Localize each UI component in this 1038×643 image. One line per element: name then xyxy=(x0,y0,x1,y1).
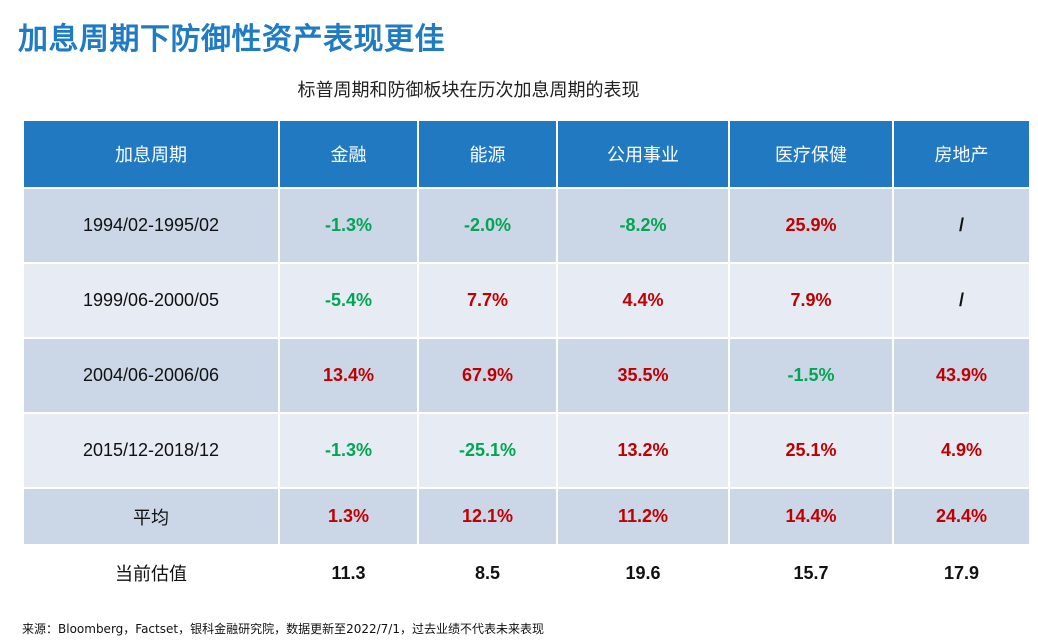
table-cell: 19.6 xyxy=(556,544,730,602)
table-cell: 12.1% xyxy=(417,487,558,546)
valuation-row: 当前估值 11.3 8.5 19.6 15.7 17.9 xyxy=(22,544,1031,602)
table-cell: / xyxy=(892,262,1031,339)
table-cell: 25.9% xyxy=(728,187,894,264)
header-energy: 能源 xyxy=(417,119,558,189)
row-label: 平均 xyxy=(22,487,280,546)
header-rate-cycle: 加息周期 xyxy=(22,119,280,189)
row-label: 当前估值 xyxy=(22,544,280,602)
table-cell: 11.2% xyxy=(556,487,730,546)
table-cell: 43.9% xyxy=(892,337,1031,414)
table-cell: -5.4% xyxy=(278,262,419,339)
table-cell: -8.2% xyxy=(556,187,730,264)
table-cell: -1.3% xyxy=(278,412,419,489)
source-note: 来源：Bloomberg，Factset，银科金融研究院，数据更新至2022/7… xyxy=(22,622,544,636)
table-cell: 35.5% xyxy=(556,337,730,414)
row-label: 2004/06-2006/06 xyxy=(22,337,280,414)
header-healthcare: 医疗保健 xyxy=(728,119,894,189)
average-row: 平均 1.3% 12.1% 11.2% 14.4% 24.4% xyxy=(22,487,1031,546)
performance-table: 加息周期 金融 能源 公用事业 医疗保健 房地产 1994/02-1995/02… xyxy=(22,119,1031,602)
table-cell: 7.9% xyxy=(728,262,894,339)
table-row: 2004/06-2006/06 13.4% 67.9% 35.5% -1.5% … xyxy=(22,337,1031,414)
row-label: 1994/02-1995/02 xyxy=(22,187,280,264)
table-row: 1994/02-1995/02 -1.3% -2.0% -8.2% 25.9% … xyxy=(22,187,1031,264)
table-cell: 1.3% xyxy=(278,487,419,546)
table-cell: 4.4% xyxy=(556,262,730,339)
table-cell: 13.4% xyxy=(278,337,419,414)
table-cell: 15.7 xyxy=(728,544,894,602)
table-caption: 标普周期和防御板块在历次加息周期的表现 xyxy=(297,80,640,101)
table-cell: 24.4% xyxy=(892,487,1031,546)
header-real-estate: 房地产 xyxy=(892,119,1031,189)
table-header-row: 加息周期 金融 能源 公用事业 医疗保健 房地产 xyxy=(22,119,1031,189)
row-label: 2015/12-2018/12 xyxy=(22,412,280,489)
slide-title: 加息周期下防御性资产表现更佳 xyxy=(18,22,445,57)
table-cell: 11.3 xyxy=(278,544,419,602)
table-cell: 14.4% xyxy=(728,487,894,546)
table-cell: / xyxy=(892,187,1031,264)
table-cell: 17.9 xyxy=(892,544,1031,602)
table-cell: 13.2% xyxy=(556,412,730,489)
table-cell: 25.1% xyxy=(728,412,894,489)
header-financials: 金融 xyxy=(278,119,419,189)
table-row: 2015/12-2018/12 -1.3% -25.1% 13.2% 25.1%… xyxy=(22,412,1031,489)
table-cell: -25.1% xyxy=(417,412,558,489)
row-label: 1999/06-2000/05 xyxy=(22,262,280,339)
table-row: 1999/06-2000/05 -5.4% 7.7% 4.4% 7.9% / xyxy=(22,262,1031,339)
table-cell: -1.3% xyxy=(278,187,419,264)
header-utilities: 公用事业 xyxy=(556,119,730,189)
table-cell: 7.7% xyxy=(417,262,558,339)
table-cell: 67.9% xyxy=(417,337,558,414)
table-cell: -2.0% xyxy=(417,187,558,264)
table-cell: 8.5 xyxy=(417,544,558,602)
table-cell: 4.9% xyxy=(892,412,1031,489)
table-cell: -1.5% xyxy=(728,337,894,414)
